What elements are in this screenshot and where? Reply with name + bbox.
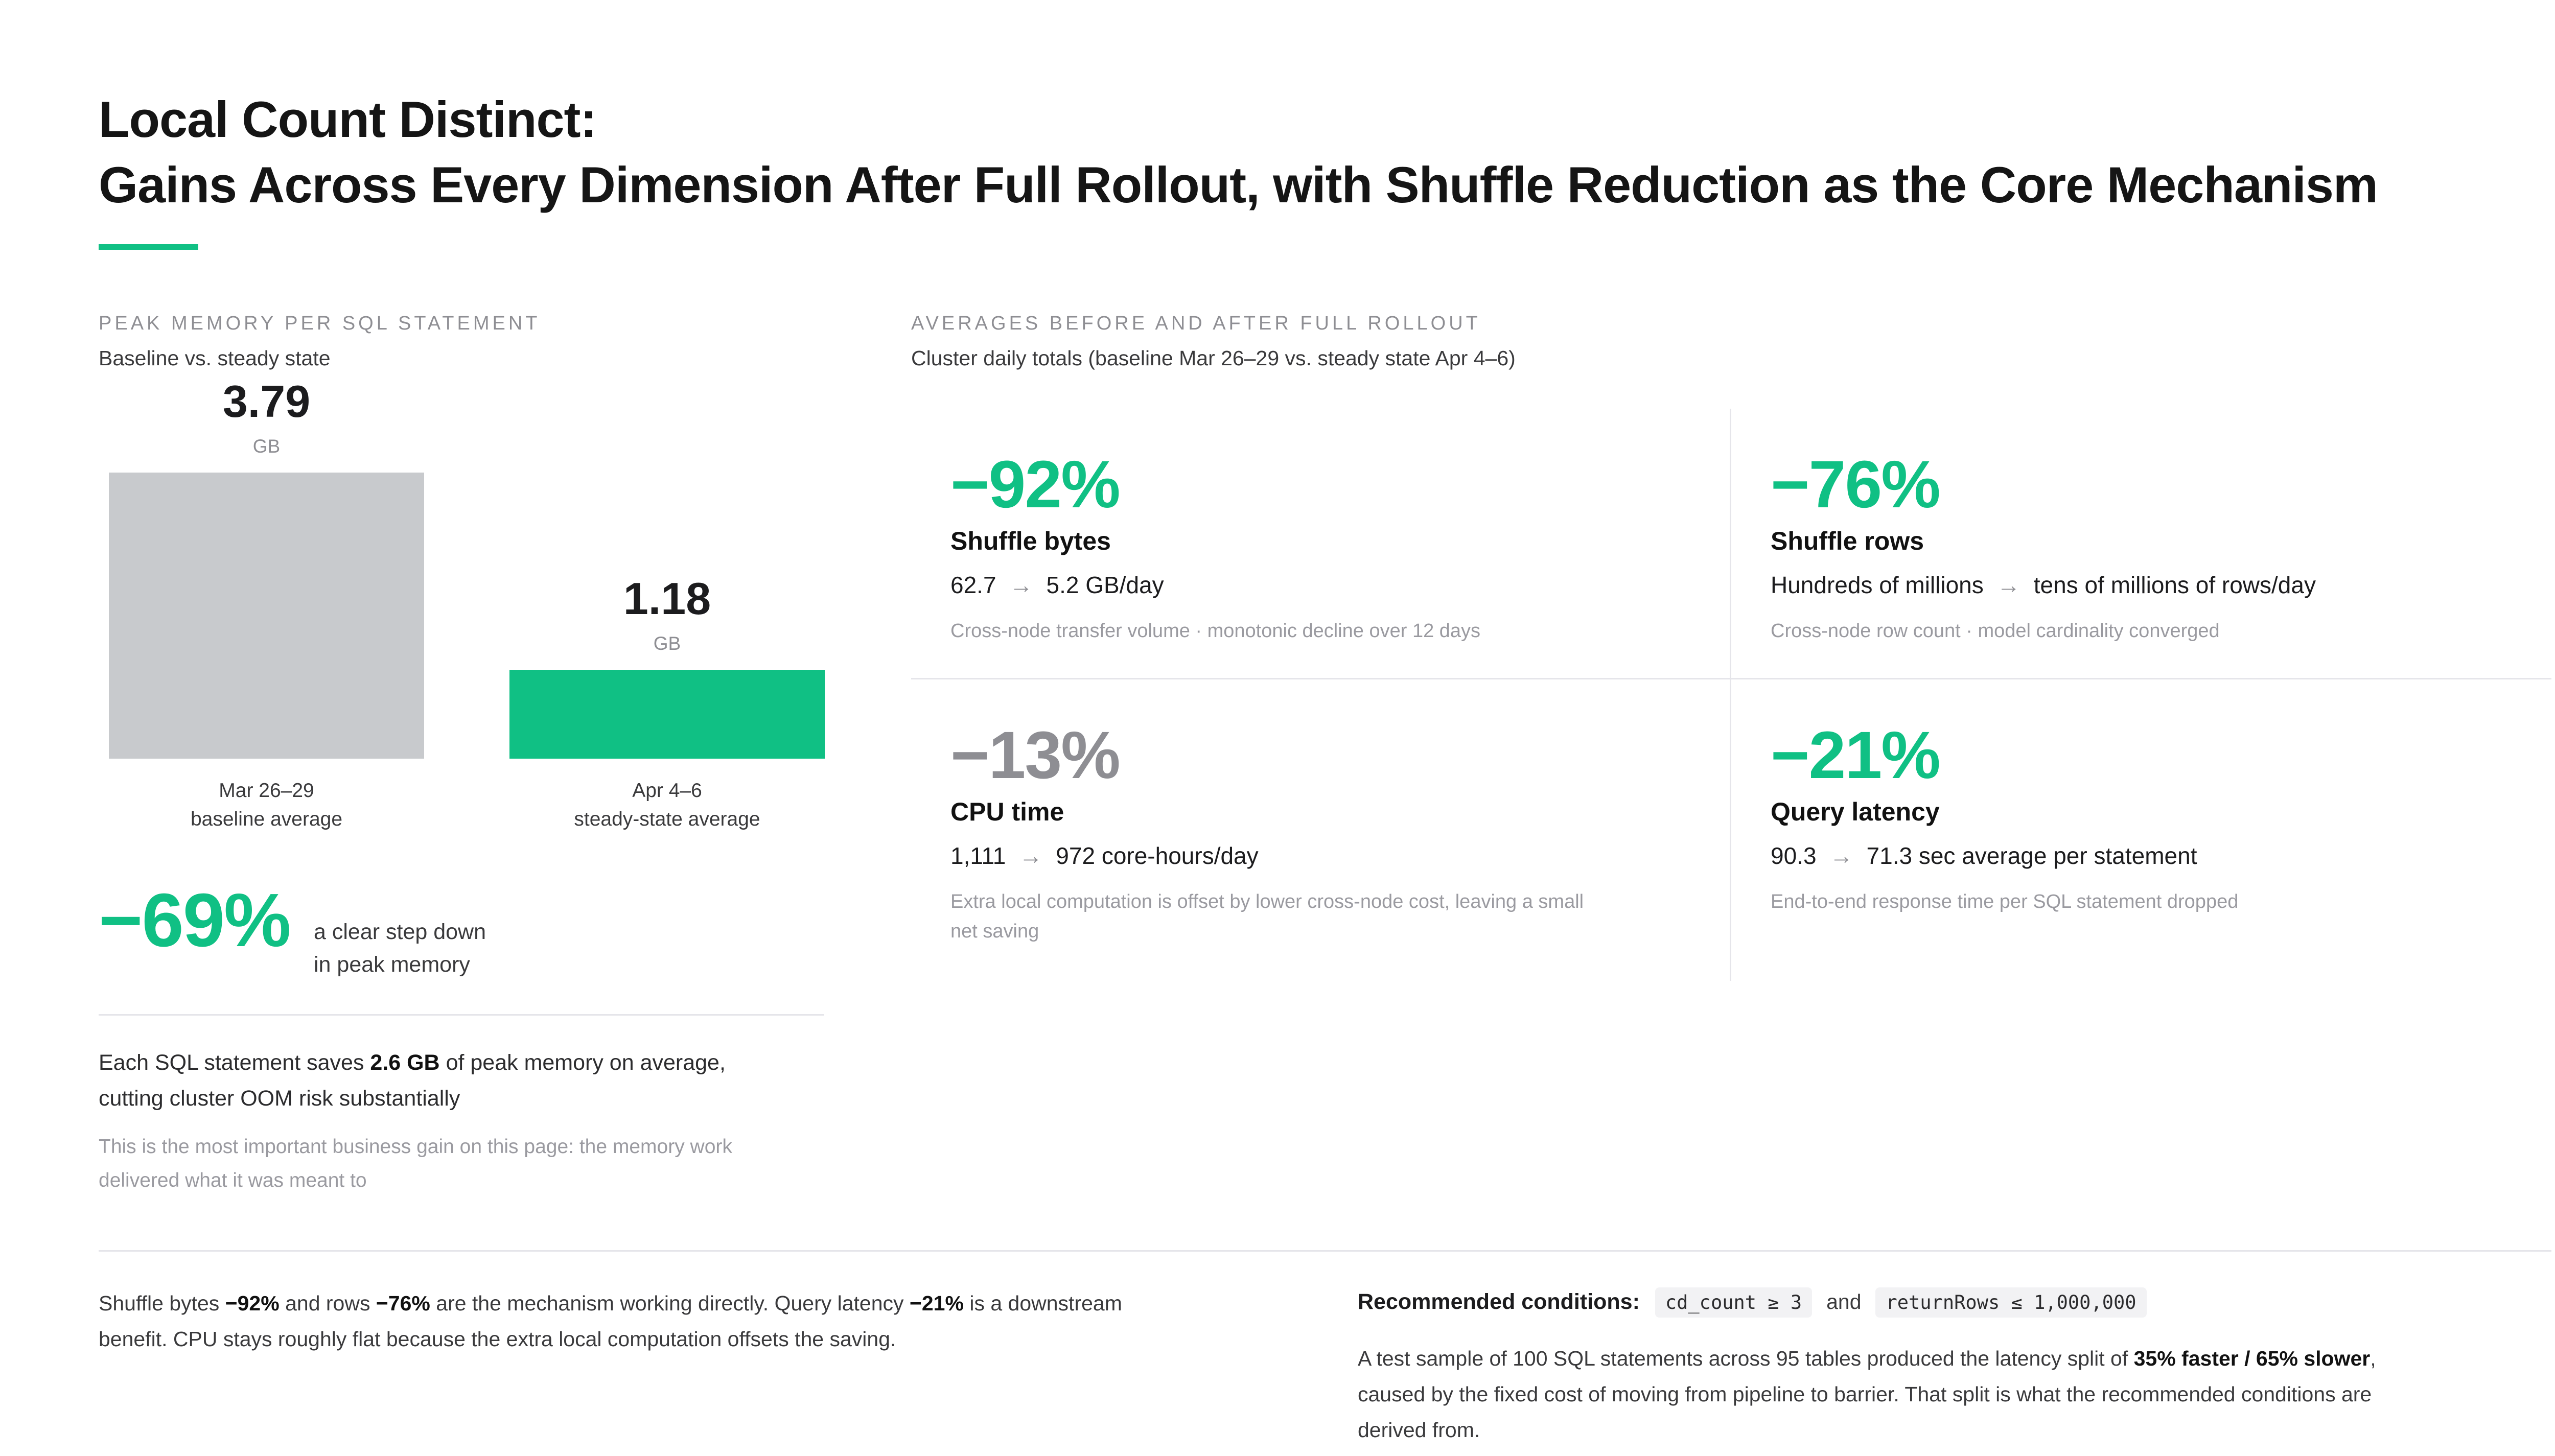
footer-text: A test sample of 100 SQL statements acro…: [1358, 1347, 2134, 1370]
metric-to: 5.2 GB/day: [1046, 572, 1164, 598]
metric-card-shuffle-bytes: −92% Shuffle bytes 62.7 → 5.2 GB/day Cross…: [950, 449, 1707, 646]
metric-label: Shuffle rows: [1771, 527, 1924, 555]
metric-flow: 1,111 → 972 core-hours/day: [950, 842, 1707, 870]
metric-note-line-2: net saving: [950, 921, 1039, 942]
title-line-1: Local Count Distinct:: [99, 91, 597, 148]
note-bold: 2.6 GB: [370, 1050, 440, 1075]
bar-caption-steady: Apr 4–6 steady-state average: [509, 777, 825, 834]
left-subtitle: Baseline vs. steady state: [99, 346, 331, 370]
arrow-right-icon: →: [1996, 572, 2020, 598]
note-pre: Each SQL statement saves: [99, 1050, 370, 1075]
memory-delta-caption: a clear step down in peak memory: [314, 915, 486, 981]
metric-card-query-latency: −21% Query latency 90.3 → 71.3 sec average…: [1771, 719, 2537, 917]
metric-flow: 62.7 → 5.2 GB/day: [950, 571, 1707, 599]
footer-bold-shuffle-bytes: −92%: [225, 1291, 280, 1315]
memory-soft-note: This is the most important business gain…: [99, 1130, 732, 1197]
metric-pct: −76%: [1771, 447, 1941, 522]
metric-note: Cross-node row count · model cardinality…: [1771, 620, 2220, 642]
footer-text: are the mechanism working directly. Quer…: [430, 1291, 910, 1315]
footer-text: caused by the fixed cost of moving from …: [1358, 1382, 2372, 1406]
footer-text: derived from.: [1358, 1418, 1480, 1442]
footer-bold-rows: −76%: [376, 1291, 430, 1315]
metric-to: 972 core-hours/day: [1056, 842, 1259, 869]
metric-to: 71.3 sec average per statement: [1866, 842, 2197, 869]
memory-delta: −69%: [99, 878, 291, 962]
metric-flow: Hundreds of millions → tens of millions of…: [1771, 571, 2537, 599]
code-cd-count: cd_count ≥ 3: [1655, 1287, 1813, 1318]
bar-value-label-baseline: 3.79: [222, 376, 311, 427]
recommended-and: and: [1826, 1290, 1862, 1313]
arrow-right-icon: →: [1829, 842, 1853, 869]
right-subtitle: Cluster daily totals (baseline Mar 26–29…: [911, 346, 1516, 370]
left-divider: [99, 1014, 824, 1016]
soft-line-1: This is the most important business gain…: [99, 1136, 732, 1158]
soft-line-2: delivered what it was meant to: [99, 1169, 367, 1191]
metric-note: End-to-end response time per SQL stateme…: [1771, 891, 2239, 912]
footer-text: ,: [2370, 1347, 2376, 1370]
memory-savings-note: Each SQL statement saves 2.6 GB of peak …: [99, 1045, 726, 1116]
recommended-label: Recommended conditions:: [1358, 1289, 1640, 1314]
note-line-2: cutting cluster OOM risk substantially: [99, 1086, 460, 1111]
footer-bold-split: 35% faster / 65% slower: [2133, 1347, 2371, 1370]
memory-bar-chart: 3.79 GB Mar 26–29 baseline average 1.18 …: [0, 0, 869, 868]
recommended-conditions: Recommended conditions: cd_count ≥ 3 and…: [1358, 1287, 2147, 1318]
footer-mechanism-note: Shuffle bytes −92% and rows −76% are the…: [99, 1285, 1366, 1357]
footer-text: and rows: [279, 1291, 376, 1315]
bar-caption-steady-date: Apr 4–6: [632, 780, 702, 802]
bar-steady-state: [509, 670, 825, 759]
bar-caption-baseline: Mar 26–29 baseline average: [109, 777, 424, 834]
bar-unit-label-steady: GB: [653, 633, 681, 654]
metric-from: 1,111: [950, 842, 1006, 869]
metric-pct: −21%: [1771, 717, 1941, 792]
bar-unit-label-baseline: GB: [252, 436, 281, 457]
footer-divider: [99, 1250, 2551, 1252]
metrics-vertical-divider: [1730, 409, 1731, 981]
metric-note: Cross-node transfer volume · monotonic d…: [950, 620, 1481, 642]
bar-caption-baseline-desc: baseline average: [190, 808, 343, 830]
bar-baseline: [109, 473, 424, 759]
test-sample-note: A test sample of 100 SQL statements acro…: [1358, 1341, 2553, 1448]
bar-value-label-steady: 1.18: [623, 573, 711, 624]
metric-from: Hundreds of millions: [1771, 572, 1984, 598]
page-title: Local Count Distinct: Gains Across Every…: [99, 87, 2378, 218]
metric-label: CPU time: [950, 797, 1064, 826]
metric-note-line-1: Extra local computation is offset by low…: [950, 891, 1584, 912]
metric-label: Query latency: [1771, 797, 1940, 826]
bar-caption-steady-desc: steady-state average: [574, 808, 760, 830]
metric-pct: −92%: [950, 447, 1121, 522]
metric-flow: 90.3 → 71.3 sec average per statement: [1771, 842, 2537, 870]
left-kicker: PEAK MEMORY PER SQL STATEMENT: [99, 313, 541, 334]
title-accent-rule: [99, 244, 198, 250]
metric-pct: −13%: [950, 717, 1121, 792]
footer-text: Shuffle bytes: [99, 1291, 225, 1315]
metric-card-shuffle-rows: −76% Shuffle rows Hundreds of millions → t…: [1771, 449, 2537, 646]
code-return-rows: returnRows ≤ 1,000,000: [1875, 1287, 2147, 1318]
bar-caption-baseline-date: Mar 26–29: [219, 780, 314, 802]
metric-label: Shuffle bytes: [950, 527, 1111, 555]
metrics-horizontal-divider: [911, 678, 2551, 679]
metric-from: 62.7: [950, 572, 996, 598]
right-kicker: AVERAGES BEFORE AND AFTER FULL ROLLOUT: [911, 313, 1481, 334]
arrow-right-icon: →: [1019, 842, 1043, 869]
arrow-right-icon: →: [1009, 572, 1033, 598]
metric-card-cpu-time: −13% CPU time 1,111 → 972 core-hours/day E…: [950, 719, 1707, 946]
footer-text: is a downstream: [963, 1291, 1122, 1315]
note-post: of peak memory on average,: [439, 1050, 726, 1075]
footer-line-2: benefit. CPU stays roughly flat because …: [99, 1327, 896, 1351]
footer-bold-latency: −21%: [909, 1291, 964, 1315]
metric-to: tens of millions of rows/day: [2033, 572, 2316, 598]
memory-delta-caption-1: a clear step down: [314, 920, 486, 944]
memory-delta-caption-2: in peak memory: [314, 952, 470, 977]
metric-from: 90.3: [1771, 842, 1817, 869]
metric-note: Extra local computation is offset by low…: [950, 887, 1707, 946]
title-line-2: Gains Across Every Dimension After Full …: [99, 156, 2378, 213]
